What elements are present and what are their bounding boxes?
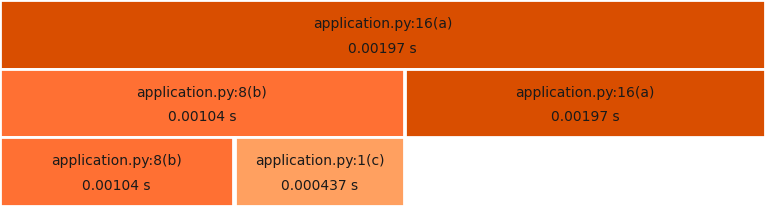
Text: 0.00197 s: 0.00197 s <box>551 110 620 124</box>
Text: 0.000437 s: 0.000437 s <box>281 179 358 193</box>
Bar <box>0 137 233 206</box>
Bar <box>0 0 765 69</box>
Bar <box>405 69 765 137</box>
Text: 0.00104 s: 0.00104 s <box>83 179 151 193</box>
Bar <box>235 137 404 206</box>
Text: application.py:16(a): application.py:16(a) <box>313 17 452 31</box>
Text: application.py:8(b): application.py:8(b) <box>51 154 182 168</box>
Text: application.py:16(a): application.py:16(a) <box>516 86 655 100</box>
Bar <box>0 69 404 137</box>
Text: application.py:8(b): application.py:8(b) <box>137 86 267 100</box>
Text: 0.00104 s: 0.00104 s <box>168 110 236 124</box>
Text: 0.00197 s: 0.00197 s <box>348 42 417 56</box>
Text: application.py:1(c): application.py:1(c) <box>255 154 384 168</box>
